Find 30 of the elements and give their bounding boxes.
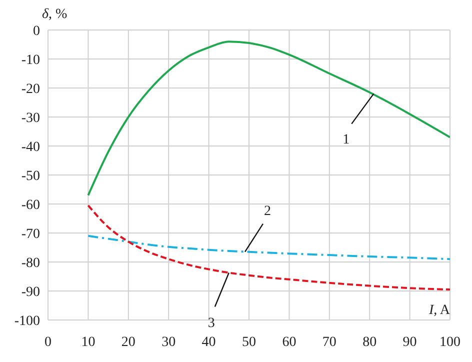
y-tick-label: -100 [14,314,40,329]
y-tick-label: -90 [21,284,40,300]
y-tick-label: -80 [21,256,40,271]
y-tick-label: -50 [21,168,40,184]
y-axis-title: δ, % [42,7,68,22]
y-tick-label: -70 [21,226,40,242]
annotation: 1 [342,132,350,148]
y-tick-label: 0 [33,24,40,39]
x-tick-label: 60 [282,334,296,350]
y-tick-label: -60 [21,198,40,213]
annotation: 2 [264,204,271,219]
y-tick-label: -40 [21,140,40,155]
x-tick-label: 70 [322,334,336,350]
y-tick-label: -10 [21,52,40,68]
line-series [87,204,450,291]
y-tick-label: -30 [21,110,40,126]
x-tick-label: 80 [362,334,377,350]
x-tick-label: 0 [44,334,52,350]
annotation: 3 [208,316,215,332]
x-tick-label: 40 [202,334,216,350]
y-tick-label: -20 [21,82,40,97]
x-axis-title: I, A [428,303,451,318]
x-tick-label: 90 [402,334,417,350]
x-tick-label: 20 [121,334,136,350]
x-tick-label: 30 [162,334,176,350]
x-tick-label: 50 [242,334,256,350]
x-tick-label: 10 [81,334,96,350]
line-series [87,234,450,260]
line-series [87,40,450,196]
x-tick-label: 100 [440,334,460,350]
